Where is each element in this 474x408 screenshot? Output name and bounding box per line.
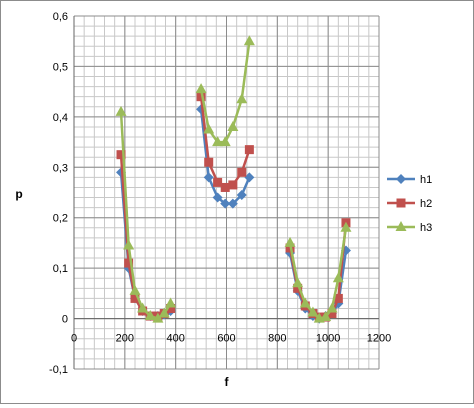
series-line-h3: [119, 111, 172, 320]
y-tick-label: 0: [62, 314, 68, 326]
data-point-h3: [123, 239, 135, 250]
legend-item-h3: h3: [387, 221, 432, 234]
legend-marker-h3: [395, 221, 407, 231]
legend-label-h3: h3: [420, 222, 432, 234]
legend-item-h2: h2: [387, 198, 432, 210]
data-point-h3: [326, 302, 338, 313]
data-point-h3: [227, 120, 239, 131]
data-point-h1: [244, 172, 255, 183]
data-point-h1: [212, 192, 223, 203]
data-point-h1: [227, 198, 238, 209]
y-tick-label: 0,1: [53, 263, 68, 275]
y-tick-label: 0,5: [53, 61, 68, 73]
data-point-h3: [152, 312, 164, 323]
x-tick-label: 800: [268, 333, 286, 345]
y-tick-label: 0,3: [53, 162, 68, 174]
y-tick-label: 0,4: [53, 112, 68, 124]
data-point-h3: [144, 310, 156, 321]
data-point-h3: [299, 297, 311, 308]
data-point-h2: [196, 92, 206, 102]
data-point-h3: [320, 311, 332, 322]
data-point-h3: [115, 105, 127, 116]
data-point-h3: [236, 93, 248, 104]
data-point-h1: [220, 198, 231, 209]
data-point-h3: [212, 136, 224, 147]
data-point-h3: [284, 236, 296, 247]
data-point-h3: [165, 297, 177, 308]
y-tick-labels: -0,1 0 0,1 0,2 0,3 0,4 0,5 0,6: [49, 11, 68, 376]
legend-label-h2: h2: [420, 198, 432, 210]
data-point-h2: [130, 293, 140, 303]
x-tick-label: 1000: [316, 333, 340, 345]
x-tick-label: 400: [166, 333, 184, 345]
data-point-h3: [292, 277, 304, 288]
y-tick-label: 0,6: [53, 11, 68, 23]
data-point-h2: [116, 150, 126, 160]
legend-item-h1: h1: [387, 174, 432, 186]
data-point-h3: [219, 136, 231, 147]
data-point-h3: [332, 272, 344, 283]
data-point-h2: [333, 293, 343, 303]
data-point-h3: [307, 306, 319, 317]
data-point-h3: [129, 284, 141, 295]
data-point-h2: [327, 309, 337, 319]
data-point-h1: [236, 190, 247, 201]
data-point-h2: [124, 258, 134, 268]
x-tick-label: 1200: [367, 333, 391, 345]
y-axis-label: p: [15, 187, 22, 201]
legend-marker-h1: [396, 174, 406, 184]
data-point-h3: [195, 83, 207, 94]
x-tick-label: 600: [217, 333, 235, 345]
legend: h1 h2 h3: [387, 174, 432, 234]
series-h3: [115, 35, 352, 323]
series-layer: [115, 35, 352, 324]
data-point-h3: [243, 35, 255, 46]
data-point-h2: [166, 303, 176, 313]
data-point-h3: [158, 307, 170, 318]
data-point-h2: [228, 180, 238, 190]
data-point-h2: [213, 177, 223, 187]
data-point-h2: [237, 167, 247, 177]
data-point-h2: [220, 182, 230, 192]
x-tick-labels: 0 200 400 600 800 1000 1200: [71, 333, 391, 345]
data-point-h3: [203, 123, 215, 134]
data-point-h2: [204, 157, 214, 167]
data-point-h2: [293, 283, 303, 293]
data-point-h1: [203, 172, 214, 183]
data-point-h2: [244, 145, 254, 155]
x-tick-label: 0: [71, 333, 77, 345]
y-tick-label: 0,2: [53, 213, 68, 225]
legend-label-h1: h1: [420, 174, 432, 186]
data-point-h3: [340, 221, 352, 232]
y-tick-label: -0,1: [49, 364, 68, 376]
x-axis-label: f: [225, 375, 230, 389]
legend-marker-h2: [396, 198, 406, 208]
x-tick-label: 200: [116, 333, 134, 345]
data-point-h3: [137, 302, 149, 313]
grid: [73, 15, 380, 370]
